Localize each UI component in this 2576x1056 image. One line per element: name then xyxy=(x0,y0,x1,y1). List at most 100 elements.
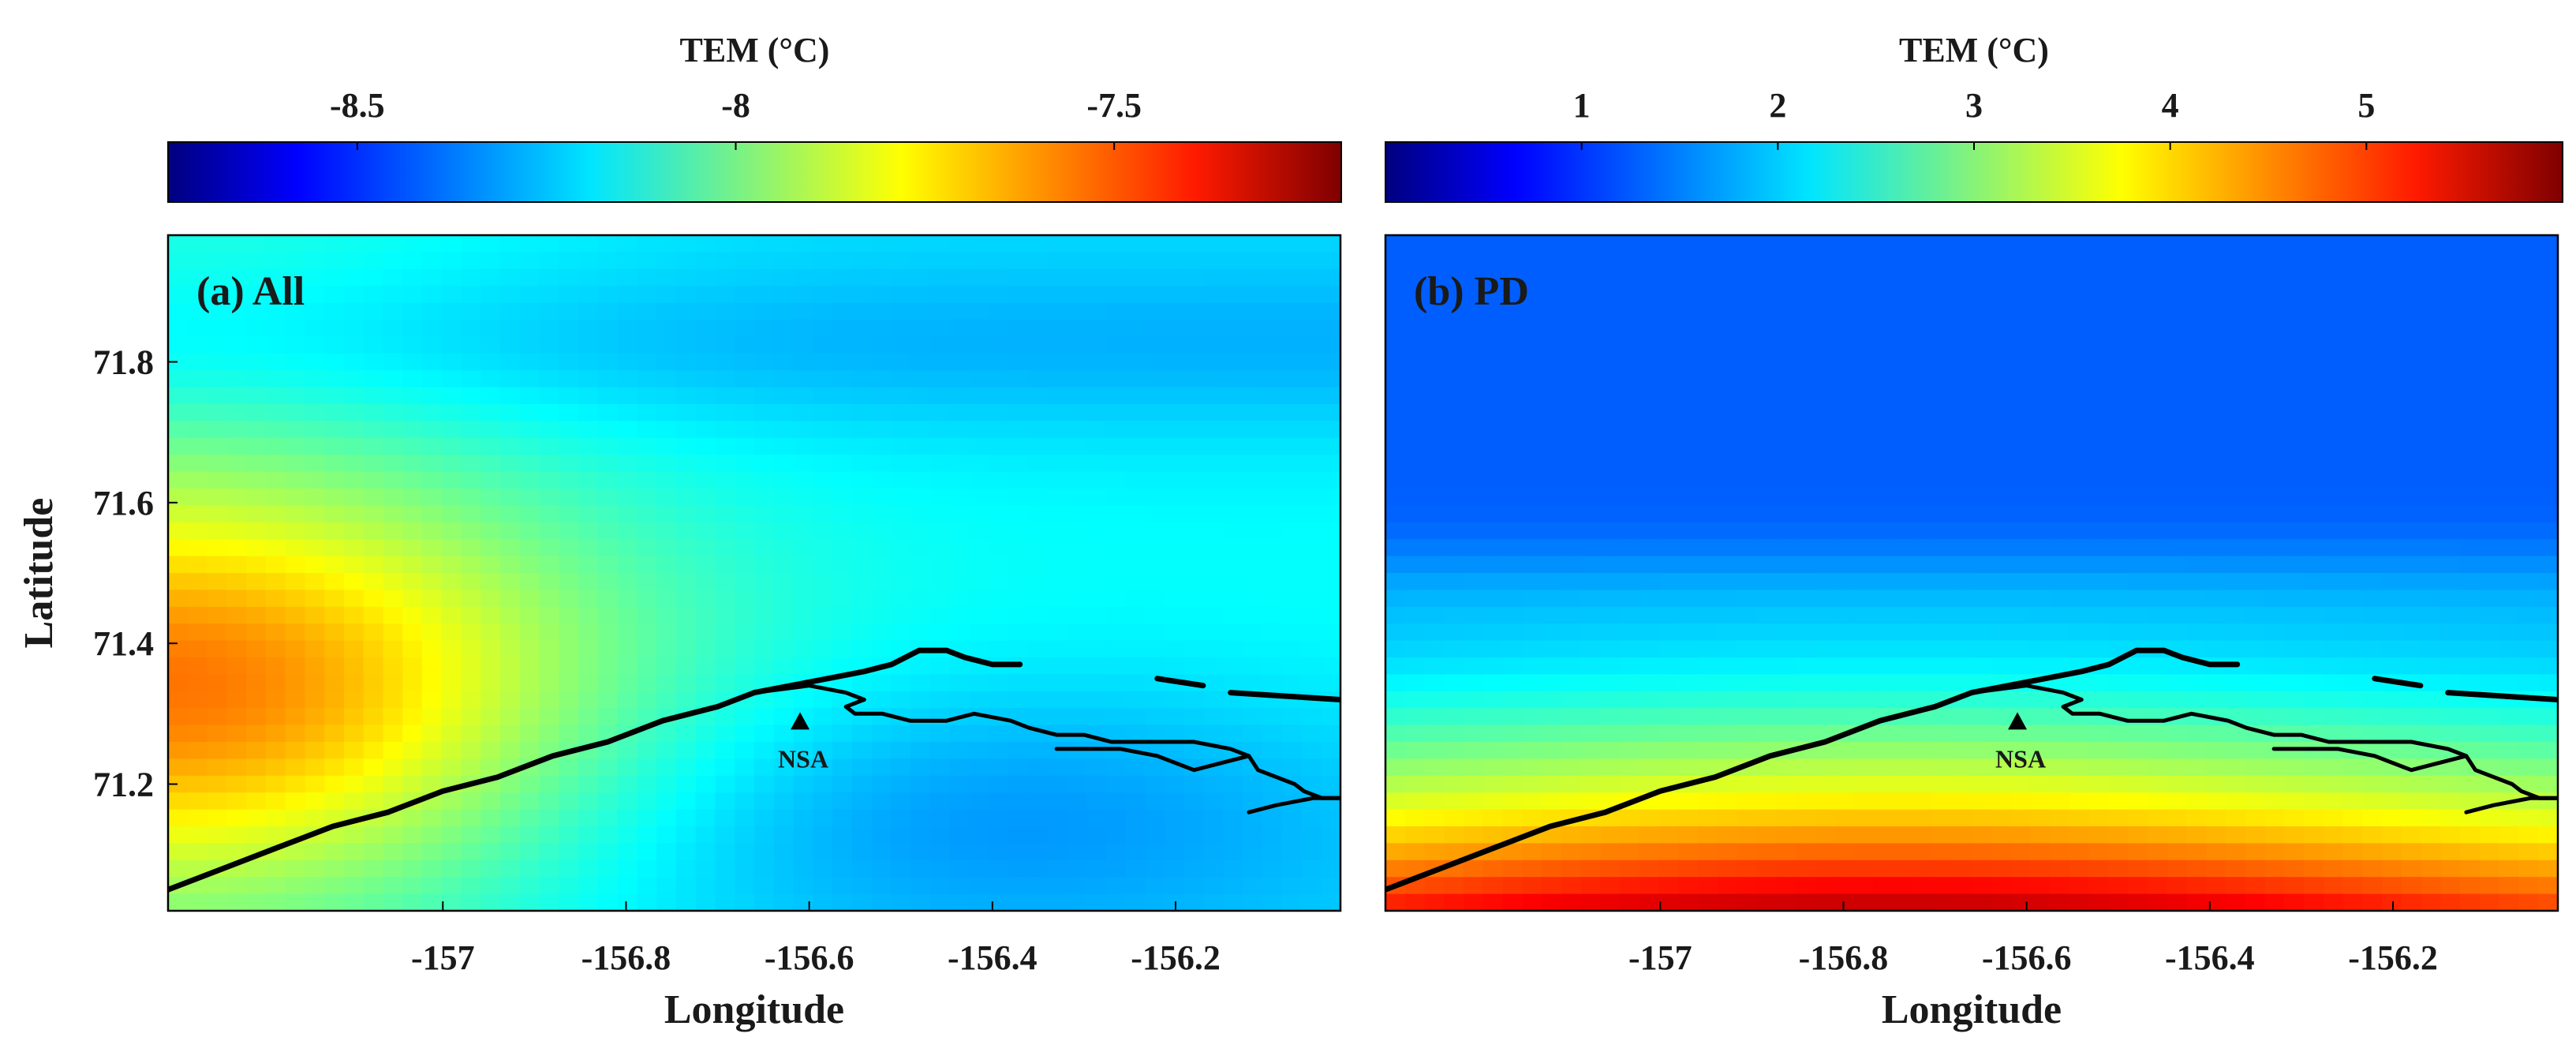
heatmap-cell xyxy=(305,893,325,911)
heatmap-cell xyxy=(1086,708,1107,726)
heatmap-cell xyxy=(2401,590,2422,608)
heatmap-cell xyxy=(1404,691,1426,709)
heatmap-cell xyxy=(1502,539,1524,557)
heatmap-cell xyxy=(2304,893,2324,911)
heatmap-cell xyxy=(2440,489,2461,507)
heatmap-cell xyxy=(324,437,345,455)
heatmap-cell xyxy=(305,286,325,304)
heatmap-cell xyxy=(2245,556,2266,574)
heatmap-cell xyxy=(1464,556,1484,574)
heatmap-cell xyxy=(343,268,365,286)
heatmap-cell xyxy=(929,623,951,642)
heatmap-cell xyxy=(2440,353,2461,371)
heatmap-cell xyxy=(1854,657,1875,676)
heatmap-cell xyxy=(246,505,267,523)
heatmap-cell xyxy=(500,556,521,574)
heatmap-cell xyxy=(597,657,619,676)
heatmap-cell xyxy=(2304,758,2324,777)
heatmap-cell xyxy=(519,252,540,270)
heatmap-cell xyxy=(793,556,814,574)
heatmap-cell xyxy=(226,792,247,811)
heatmap-cell xyxy=(1165,590,1185,608)
heatmap-cell xyxy=(1991,606,2012,624)
heatmap-cell xyxy=(715,489,736,507)
heatmap-cell xyxy=(813,877,833,895)
heatmap-cell xyxy=(2050,404,2070,422)
heatmap-cell xyxy=(813,404,833,422)
heatmap-cell xyxy=(656,404,677,422)
heatmap-cell xyxy=(343,471,365,489)
heatmap-cell xyxy=(871,640,892,658)
heatmap-cell xyxy=(461,539,482,557)
heatmap-cell xyxy=(1561,758,1582,777)
heatmap-cell xyxy=(305,657,325,676)
heatmap-cell xyxy=(305,792,325,811)
heatmap-cell xyxy=(2088,758,2110,777)
heatmap-cell xyxy=(891,893,911,911)
heatmap-cell xyxy=(617,370,638,388)
heatmap-cell xyxy=(675,539,697,557)
heatmap-cell xyxy=(1991,302,2012,320)
heatmap-cell xyxy=(813,691,833,709)
heatmap-cell xyxy=(2069,455,2090,473)
coastline-lower_east xyxy=(1247,796,1340,814)
heatmap-cell xyxy=(715,843,736,861)
heatmap-cell xyxy=(2499,742,2520,760)
heatmap-cell xyxy=(2479,370,2500,388)
coastline-inlet xyxy=(752,683,1340,800)
heatmap-cell xyxy=(187,708,208,726)
heatmap-cell xyxy=(2538,640,2558,658)
heatmap-cell xyxy=(1620,320,1640,338)
heatmap-cell xyxy=(1580,893,1602,911)
heatmap-cell xyxy=(285,758,306,777)
heatmap-cell xyxy=(226,708,247,726)
heatmap-cell xyxy=(793,471,814,489)
heatmap-cell xyxy=(1600,286,1621,304)
heatmap-cell xyxy=(1203,489,1224,507)
heatmap-cell xyxy=(2167,455,2188,473)
heatmap-cell xyxy=(1561,539,1582,557)
heatmap-cell xyxy=(949,809,970,827)
heatmap-cell xyxy=(578,792,599,811)
heatmap-cell xyxy=(1912,421,1934,439)
heatmap-cell xyxy=(480,725,501,743)
heatmap-cell xyxy=(910,556,931,574)
heatmap-cell xyxy=(2538,775,2558,793)
heatmap-cell xyxy=(1105,573,1127,591)
heatmap-cell xyxy=(480,320,501,338)
heatmap-cell xyxy=(324,522,345,540)
heatmap-cell xyxy=(2440,522,2461,540)
heatmap-cell xyxy=(1658,590,1680,608)
heatmap-cell xyxy=(1424,556,1445,574)
heatmap-cell xyxy=(1008,877,1029,895)
heatmap-cell xyxy=(1482,708,1504,726)
heatmap-cell xyxy=(168,640,189,658)
heatmap-cell xyxy=(1972,353,1992,371)
heatmap-cell xyxy=(1737,268,1758,286)
heatmap-cell xyxy=(793,235,814,253)
heatmap-cell xyxy=(2050,775,2070,793)
heatmap-cell xyxy=(2186,893,2207,911)
heatmap-cell xyxy=(1932,455,1953,473)
heatmap-cell xyxy=(1639,235,1660,253)
heatmap-cell xyxy=(578,640,599,658)
heatmap-cell xyxy=(2225,421,2246,439)
heatmap-cell xyxy=(1932,792,1953,811)
heatmap-cell xyxy=(383,859,403,878)
heatmap-cell xyxy=(1125,573,1146,591)
heatmap-cell xyxy=(1854,809,1875,827)
heatmap-cell xyxy=(891,809,911,827)
heatmap-cell xyxy=(715,623,736,642)
heatmap-cell xyxy=(1321,606,1340,624)
heatmap-cell xyxy=(2167,320,2188,338)
heatmap-cell xyxy=(246,573,267,591)
heatmap-cell xyxy=(1165,623,1185,642)
heatmap-cell xyxy=(265,623,286,642)
heatmap-cell xyxy=(871,437,892,455)
heatmap-cell xyxy=(969,859,989,878)
heatmap-cell xyxy=(754,691,775,709)
heatmap-cell xyxy=(2186,859,2207,878)
heatmap-cell xyxy=(2108,471,2129,489)
heatmap-cell xyxy=(1658,353,1680,371)
heatmap-cell xyxy=(187,657,208,676)
